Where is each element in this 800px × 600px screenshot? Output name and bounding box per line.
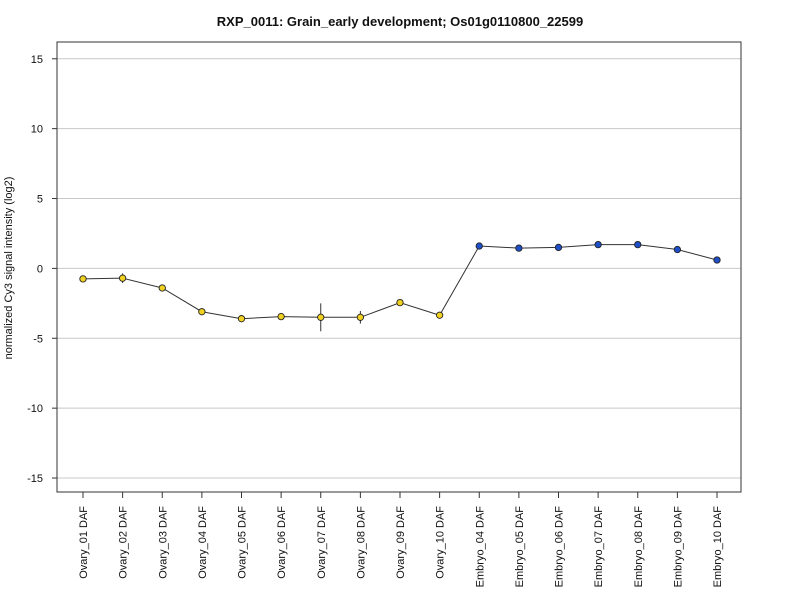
data-point: [118, 274, 127, 282]
series-line: [82, 244, 718, 320]
data-point: [634, 240, 642, 249]
series-layer: [79, 240, 721, 332]
grid-layer: [57, 58, 741, 479]
x-tick-label: Ovary_02 DAF: [118, 506, 130, 579]
y-tick-label: 10: [31, 124, 43, 136]
data-point: [198, 308, 206, 316]
x-tick-label: Ovary_04 DAF: [197, 506, 209, 579]
data-point: [317, 313, 325, 321]
x-tick-label: Ovary_03 DAF: [157, 506, 169, 579]
data-point: [277, 312, 285, 321]
x-tick-label: Ovary_09 DAF: [395, 506, 407, 579]
y-tick-label: 5: [37, 194, 43, 206]
data-point: [594, 240, 602, 249]
data-point: [237, 315, 246, 323]
data-point: [554, 243, 563, 252]
data-point: [79, 275, 87, 283]
x-tick-label: Embryo_06 DAF: [554, 506, 566, 588]
data-point: [356, 313, 365, 321]
y-tick-label: 15: [31, 54, 43, 66]
y-axis: 15 10 5 0 -5 -10 -15: [27, 54, 57, 485]
data-point: [673, 245, 682, 254]
x-tick-label: Ovary_06 DAF: [276, 506, 288, 579]
x-tick-label: Embryo_08 DAF: [633, 506, 645, 588]
y-axis-label: normalized Cy3 signal intensity (log2): [3, 177, 15, 360]
chart-title: RXP_0011: Grain_early development; Os01g…: [217, 14, 583, 29]
y-tick-label: -15: [27, 473, 43, 485]
data-point: [435, 311, 444, 319]
data-point: [396, 298, 404, 307]
x-tick-label: Ovary_10 DAF: [435, 506, 447, 579]
data-point: [158, 284, 166, 292]
plot-frame: [56, 41, 742, 493]
x-axis: Ovary_01 DAF Ovary_02 DAF Ovary_03 DAF Ovar…: [78, 492, 724, 587]
y-tick-label: -5: [33, 333, 43, 345]
x-tick-label: Ovary_01 DAF: [78, 506, 90, 579]
data-point: [713, 256, 721, 264]
x-tick-label: Embryo_04 DAF: [474, 506, 486, 588]
y-tick-label: -10: [27, 403, 43, 415]
x-tick-label: Ovary_05 DAF: [237, 506, 249, 579]
x-tick-label: Embryo_10 DAF: [712, 506, 724, 588]
x-tick-label: Embryo_07 DAF: [593, 506, 605, 588]
x-tick-label: Ovary_07 DAF: [316, 506, 328, 579]
x-tick-label: Embryo_05 DAF: [514, 506, 526, 588]
x-tick-label: Embryo_09 DAF: [672, 506, 684, 588]
y-tick-label: 0: [37, 263, 43, 275]
data-point: [475, 242, 483, 250]
data-point: [515, 244, 523, 252]
x-tick-label: Ovary_08 DAF: [355, 506, 367, 579]
